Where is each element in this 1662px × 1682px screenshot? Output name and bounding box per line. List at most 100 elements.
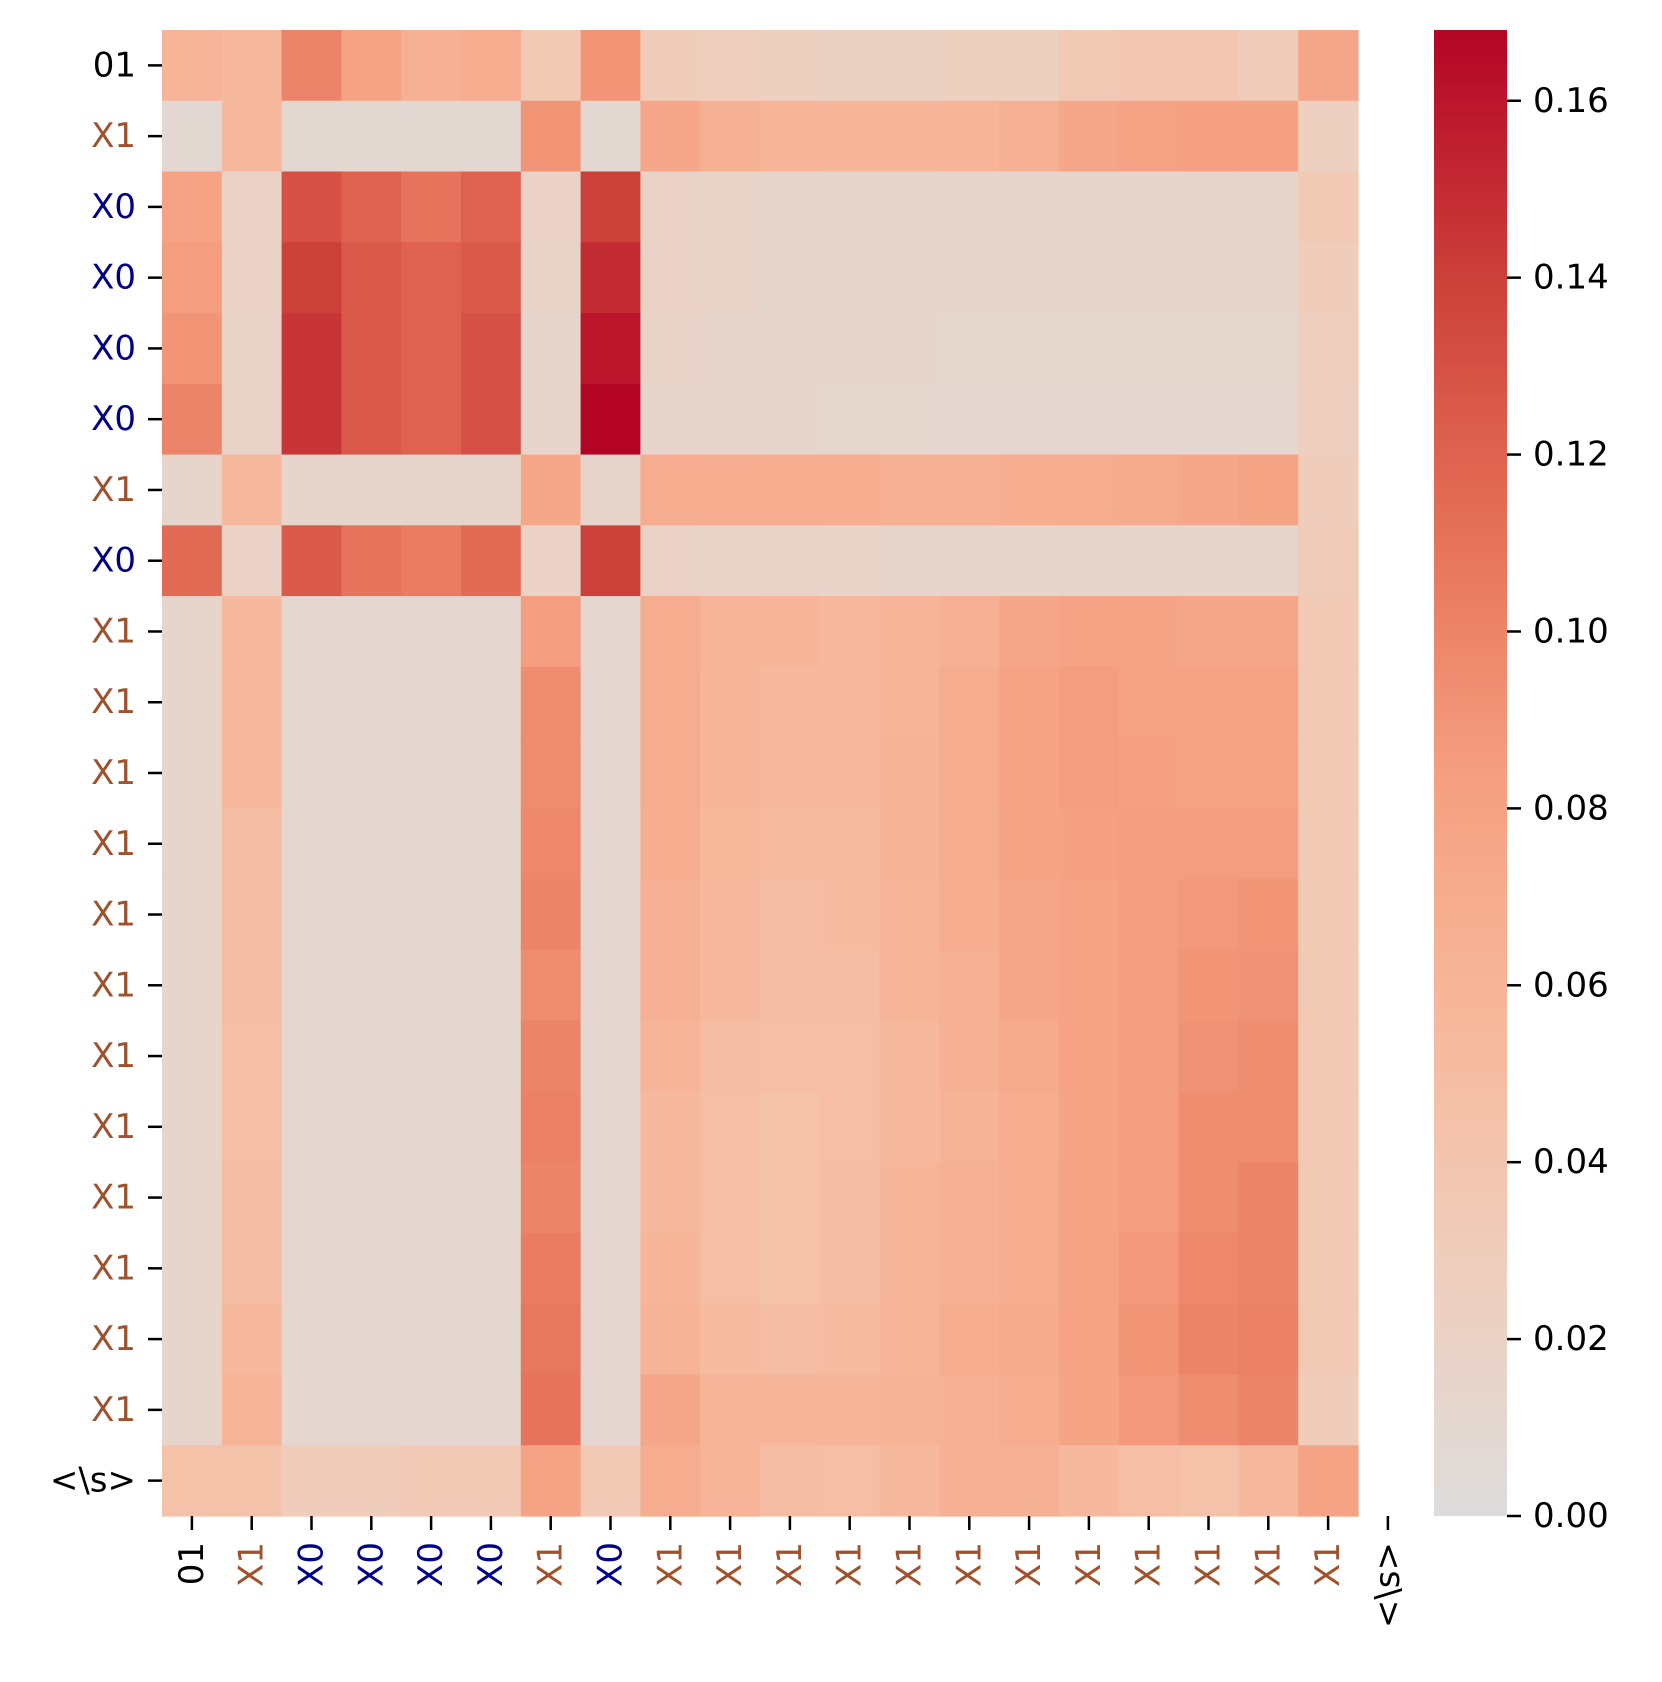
heatmap-cell bbox=[1059, 596, 1120, 668]
heatmap-cell bbox=[1238, 737, 1299, 809]
heatmap-cell bbox=[461, 1374, 522, 1446]
heatmap-cell bbox=[640, 242, 701, 314]
heatmap-cell bbox=[700, 949, 761, 1022]
heatmap-cell bbox=[760, 879, 821, 951]
heatmap-cell bbox=[520, 666, 582, 739]
colorbar-tick-label: 0.16 bbox=[1533, 81, 1609, 121]
heatmap-cell bbox=[939, 808, 1000, 880]
heatmap-cell bbox=[700, 1091, 761, 1163]
heatmap-cell bbox=[999, 525, 1060, 597]
heatmap-cell bbox=[580, 1445, 641, 1517]
heatmap-cell bbox=[162, 879, 223, 951]
heatmap-cell bbox=[700, 596, 761, 668]
y-tick-label: X1 bbox=[91, 1319, 136, 1359]
heatmap-cell bbox=[520, 525, 582, 597]
heatmap-cell bbox=[1118, 171, 1180, 243]
heatmap-cell bbox=[879, 1232, 940, 1305]
heatmap-cell bbox=[401, 454, 462, 526]
heatmap-cell bbox=[879, 1020, 940, 1093]
heatmap-cell bbox=[819, 808, 881, 880]
x-tick-label: X0 bbox=[591, 1542, 631, 1587]
heatmap-cell bbox=[879, 313, 940, 385]
heatmap-cell bbox=[1238, 313, 1299, 385]
heatmap-cell bbox=[640, 808, 701, 880]
y-tick-label: X1 bbox=[91, 965, 136, 1005]
heatmap-cell bbox=[700, 171, 761, 243]
heatmap-cell bbox=[1118, 1374, 1180, 1446]
heatmap-cell bbox=[939, 1091, 1000, 1163]
heatmap-cell bbox=[221, 100, 283, 173]
heatmap-cell bbox=[760, 1020, 821, 1093]
heatmap-cell bbox=[879, 596, 940, 668]
heatmap-cell bbox=[580, 1232, 641, 1305]
heatmap-cell bbox=[819, 1232, 881, 1305]
heatmap-cell bbox=[999, 100, 1060, 173]
heatmap-cell bbox=[700, 1232, 761, 1305]
heatmap-cell bbox=[1118, 525, 1180, 597]
heatmap-cell bbox=[819, 30, 881, 102]
heatmap-cell bbox=[999, 949, 1060, 1022]
heatmap-cell bbox=[879, 879, 940, 951]
heatmap-cell bbox=[520, 1303, 582, 1376]
heatmap-cell bbox=[221, 30, 283, 102]
heatmap-cell bbox=[580, 1162, 641, 1234]
heatmap-cell bbox=[1298, 1232, 1359, 1305]
heatmap-cell bbox=[700, 1162, 761, 1234]
heatmap-cell bbox=[640, 1303, 701, 1376]
heatmap-cell bbox=[879, 1445, 940, 1517]
heatmap-cell bbox=[939, 100, 1000, 173]
heatmap-cell bbox=[341, 313, 402, 385]
x-tick-label: X0 bbox=[471, 1542, 511, 1587]
heatmap-cell bbox=[760, 525, 821, 597]
colorbar-tick-label: 0.02 bbox=[1533, 1319, 1609, 1359]
heatmap-cell bbox=[341, 242, 402, 314]
heatmap-cell bbox=[879, 383, 940, 456]
heatmap-cell bbox=[939, 1162, 1000, 1234]
x-tick-label: X1 bbox=[1129, 1542, 1169, 1587]
y-tick-label: X1 bbox=[91, 1390, 136, 1430]
heatmap-cell bbox=[879, 737, 940, 809]
y-tick-label: X1 bbox=[91, 895, 136, 935]
heatmap-cell bbox=[281, 525, 342, 597]
heatmap-cell bbox=[700, 454, 761, 526]
heatmap-cell bbox=[640, 1091, 701, 1163]
heatmap-cell bbox=[461, 525, 522, 597]
heatmap-cell bbox=[281, 1374, 342, 1446]
heatmap-cell bbox=[580, 313, 641, 385]
heatmap-cell bbox=[580, 1303, 641, 1376]
heatmap-cell bbox=[281, 1232, 342, 1305]
y-tick-label: X0 bbox=[91, 258, 136, 298]
heatmap-cell bbox=[281, 171, 342, 243]
x-tick-label: X1 bbox=[949, 1542, 989, 1587]
x-tick-label: X1 bbox=[710, 1542, 750, 1587]
heatmap-cell bbox=[1059, 1162, 1120, 1234]
heatmap-cell bbox=[580, 454, 641, 526]
heatmap-cell bbox=[1178, 666, 1239, 739]
heatmap-cell bbox=[162, 1232, 223, 1305]
x-tick-label: X1 bbox=[1308, 1542, 1348, 1587]
heatmap-cell bbox=[341, 454, 402, 526]
heatmap-cell bbox=[401, 1232, 462, 1305]
heatmap-cell bbox=[1059, 313, 1120, 385]
heatmap-cell bbox=[162, 1020, 223, 1093]
heatmap-cell bbox=[1298, 1091, 1359, 1163]
heatmap-cell bbox=[1059, 30, 1120, 102]
heatmap-cell bbox=[640, 666, 701, 739]
heatmap-cell bbox=[760, 454, 821, 526]
heatmap-cell bbox=[162, 1162, 223, 1234]
heatmap-cell bbox=[1238, 949, 1299, 1022]
heatmap-cell bbox=[1178, 242, 1239, 314]
heatmap-cell bbox=[760, 808, 821, 880]
heatmap-cell bbox=[162, 596, 223, 668]
heatmap-cell bbox=[221, 242, 283, 314]
heatmap-cell bbox=[760, 30, 821, 102]
heatmap-cell bbox=[1298, 30, 1359, 102]
heatmap-cell bbox=[819, 525, 881, 597]
heatmap-cell bbox=[700, 1020, 761, 1093]
heatmap-cell bbox=[700, 30, 761, 102]
heatmap-cell bbox=[999, 596, 1060, 668]
heatmap-cell bbox=[1178, 596, 1239, 668]
heatmap-cell bbox=[520, 171, 582, 243]
heatmap-cell bbox=[879, 1091, 940, 1163]
x-tick-label: X1 bbox=[830, 1542, 870, 1587]
